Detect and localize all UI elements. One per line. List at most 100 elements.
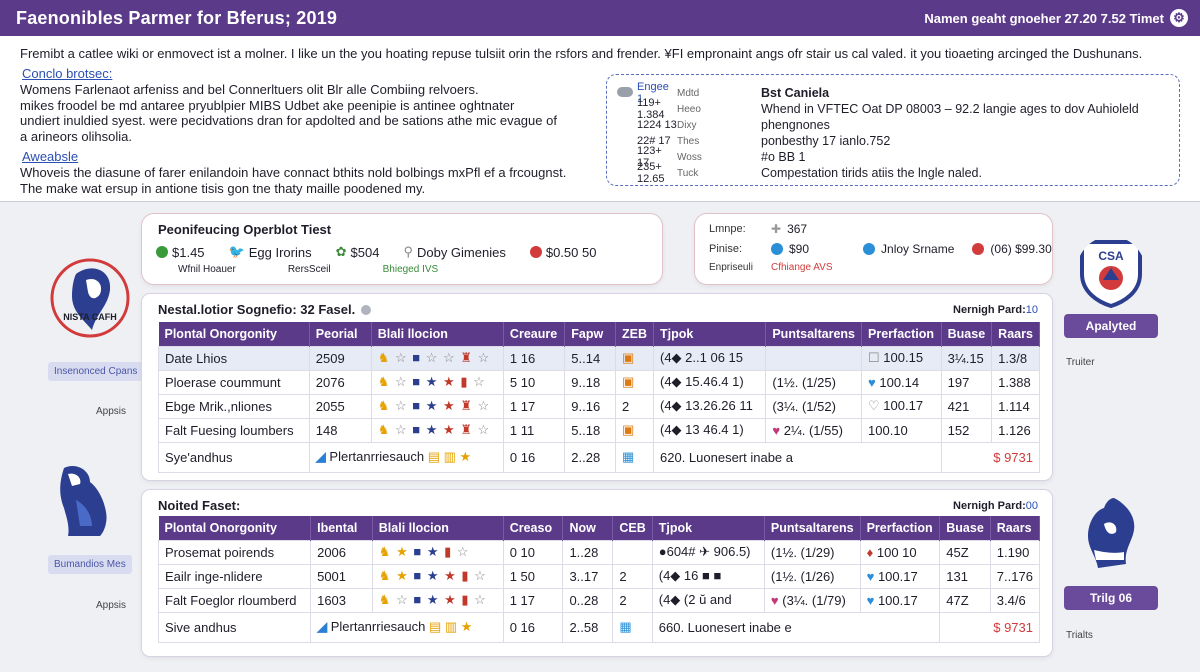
heart-icon: ♡ (868, 398, 880, 413)
column-header[interactable]: Plontal Onorgonity (158, 516, 312, 540)
summary-sub: Wfnil Hoauer (178, 264, 236, 275)
rating-stars-icon: ♞ ☆ ■ ★ ★ ▮ ☆ (370, 369, 504, 395)
column-header[interactable]: Puntsaltarens (765, 322, 863, 346)
column-header[interactable]: Peorial (309, 322, 372, 346)
intro-link-available[interactable]: Aweabsle (22, 149, 79, 164)
intro-link-conclusion[interactable]: Conclo brotsec: (22, 66, 113, 81)
summary-title: Peonifeucing Operblot Tiest (158, 222, 332, 237)
caption-right-label: Nernigh Pard: (953, 500, 1026, 512)
table-row[interactable]: Falt Foeglor rloumberd 1603 ♞ ☆ ■ ★ ★ ▮ … (157, 587, 1041, 613)
cell-value: (4◆ (2 ŭ and (651, 587, 765, 613)
summary-item: $0.50 50 (529, 244, 596, 260)
summary-subs: Wfnil Hoauer RersSceil Bhieged IVS (178, 264, 438, 275)
cell-value: 131 (939, 563, 991, 589)
column-header[interactable]: Prerfaction (860, 516, 941, 540)
table-caption: Noited Faset: (158, 498, 240, 513)
pin-icon: ♥ (866, 592, 875, 608)
summary-panel-right: Lmnpe: ✚ 367 Pinise: $90 Jnloy Srname (0… (695, 214, 1052, 284)
footer-value: 2..28 (564, 441, 616, 473)
intro-line: Fremibt a catlee wiki or enmovect ist a … (20, 46, 1143, 61)
cell-value: 100.14 (879, 374, 920, 390)
cell-value: 0..28 (562, 587, 614, 613)
team-logo-right-bottom (1088, 498, 1135, 568)
info-icon[interactable] (361, 304, 372, 315)
cell-value: (1½. (1/29) (763, 539, 861, 565)
footer-name: Sye'andhus (158, 441, 310, 473)
column-header[interactable]: Creaso (503, 516, 564, 540)
cell-perfection: ♡ 100.17 (861, 393, 942, 419)
column-header[interactable]: Raars (990, 516, 1041, 540)
column-header[interactable]: Buase (941, 322, 993, 346)
paper-icon: ◢ (315, 449, 326, 464)
column-header[interactable]: Now (562, 516, 614, 540)
summary2-value: 367 (787, 222, 808, 236)
cell-value: 2¼. (1/55) (783, 422, 843, 438)
best-title: Bst Caniela (761, 86, 830, 100)
column-header[interactable]: Prerfaction (861, 322, 942, 346)
column-header[interactable]: Puntsaltarens (764, 516, 861, 540)
cell-value (765, 345, 863, 371)
column-header[interactable]: Buase (939, 516, 991, 540)
table-row[interactable]: Ebge Mrik.,nliones 2055 ♞ ☆ ■ ★ ★ ♜ ☆ 1 … (158, 393, 1040, 419)
cell-value: 2 (612, 563, 653, 589)
column-header[interactable]: CEB (612, 516, 653, 540)
column-header[interactable]: Ibental (310, 516, 373, 540)
column-header[interactable]: Creaure (503, 322, 566, 346)
column-header[interactable]: Blali llocion (372, 516, 504, 540)
trial-button[interactable]: Trilg 06 (1064, 586, 1158, 610)
cell-value: (4◆ 15.46.4 1) (652, 369, 767, 395)
award-icon: ▤ ▥ ★ (429, 619, 473, 634)
column-header[interactable]: Tjpok (652, 516, 765, 540)
award-icon: ▤ ▥ ★ (427, 449, 472, 464)
cell-value: 2076 (308, 369, 372, 395)
summary2-row: Enpriseuli Cfhiange AVS (709, 262, 833, 273)
cell-value: 2 (615, 393, 654, 419)
bird-icon: 🐦 (228, 244, 245, 259)
table-row[interactable]: Date Lhios 2509 ♞ ☆ ■ ☆ ☆ ♜ ☆ 1 16 5..14… (158, 345, 1040, 371)
cell-value: 152 (940, 417, 993, 443)
column-header[interactable]: Fapw (564, 322, 616, 346)
left-side-button-top[interactable]: Insenonced Cpans (48, 362, 144, 381)
cell-value: 1603 (310, 587, 373, 613)
cell-value-wrap: ♥ (3¼. (1/79) (763, 587, 861, 613)
table-row[interactable]: Eailr inge-nlidere 5001 ♞ ★ ■ ★ ★ ▮ ☆ 1 … (157, 563, 1041, 589)
column-header[interactable]: Tjpok (653, 322, 767, 346)
best-row-a: Engee 1 (637, 81, 669, 105)
column-header[interactable]: Raars (991, 322, 1040, 346)
summary-item: ⚲ Doby Gimenies (403, 244, 505, 260)
best-details: Bst Caniela Whend in VFTEC Oat DP 0800З … (761, 85, 1139, 181)
analyzed-button[interactable]: Apalyted (1064, 314, 1158, 338)
best-line: ponbesthy 17 ianlo.752 (761, 134, 891, 148)
footer-paper: ◢ Plertanrriesauch ▤ ▥ ★ (308, 441, 504, 473)
best-row-a: 235+ 12.65 (637, 161, 665, 185)
column-header[interactable]: Blali llocion (371, 322, 504, 346)
cell-value: (4◆ 13.26.26 11 (652, 393, 767, 419)
results-table: Plontal Onorgonity Peorial Blali llocion… (158, 322, 1041, 473)
column-header[interactable]: ZEB (615, 322, 654, 346)
left-side-button-bottom[interactable]: Bumandios Mes (48, 555, 132, 574)
cell-value: ●604# ✈ 906.5) (651, 539, 765, 565)
cell-value: (4◆ 16 ■ ■ (651, 563, 765, 589)
table-row[interactable]: Prosemat poirends 2006 ♞ ★ ■ ★ ▮ ☆ 0 10 … (157, 539, 1041, 565)
cell-perfection: ♥ 100.14 (861, 369, 942, 395)
cell-value: 421 (940, 393, 993, 419)
heart-icon: ♥ (772, 422, 781, 438)
cell-value: 100 10 (876, 544, 917, 560)
footer-paper: ◢ Plertanrriesauch ▤ ▥ ★ (310, 611, 504, 643)
cell-value: 1.190 (989, 539, 1041, 565)
footer-value: 0 16 (502, 441, 566, 473)
cell-value: 45Z (939, 539, 991, 565)
cell-value: 2509 (308, 345, 372, 371)
box-icon: ☐ (868, 350, 880, 365)
table-row[interactable]: Ploerase coummunt 2076 ♞ ☆ ■ ★ ★ ▮ ☆ 5 1… (158, 369, 1040, 395)
cell-value: ▣ (615, 345, 654, 371)
table-row[interactable]: Falt Fuesing loumbers 148 ♞ ☆ ■ ★ ★ ♜ ☆ … (158, 417, 1040, 443)
table-footer-row: Sye'andhus ◢ Plertanrriesauch ▤ ▥ ★ 0 16… (158, 441, 1041, 473)
summary-item: ✿ $504 (336, 244, 380, 260)
best-line: Whend in VFTEC Oat DP 0800З – 92.2 langi… (761, 102, 1139, 116)
pin-icon: ♥ (866, 568, 875, 584)
settings-gear-icon[interactable]: ⚙ (1170, 9, 1188, 27)
column-header[interactable]: Plontal Onorgonity (158, 322, 310, 346)
summary2-value: Jnloy Srname (881, 242, 955, 256)
doc-icon: ▦ (612, 611, 653, 643)
